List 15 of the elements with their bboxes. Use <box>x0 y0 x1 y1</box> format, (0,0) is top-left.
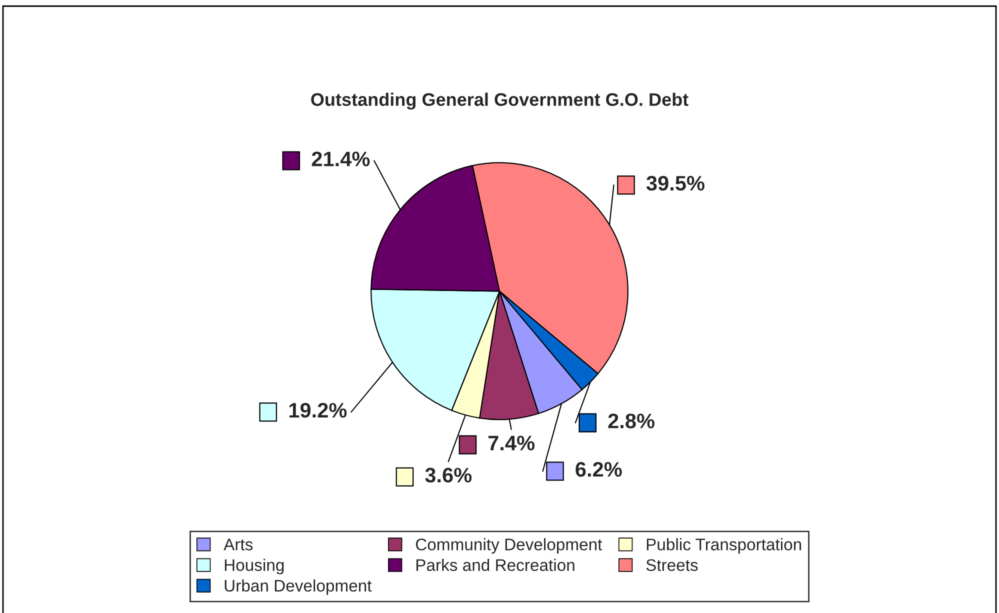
data-label: 6.2% <box>576 462 622 477</box>
legend-label: Parks and Recreation <box>416 558 574 572</box>
data-label: 2.8% <box>608 414 654 428</box>
legend-label: Public Transportation <box>646 538 802 554</box>
legend-label: Streets <box>646 559 698 572</box>
legend-label: Housing <box>224 558 284 574</box>
chart-title: Outstanding General Government G.O. Debt <box>311 92 688 110</box>
legend-label: Arts <box>224 538 253 550</box>
data-label: 3.6% <box>425 468 472 483</box>
data-label: 21.4% <box>312 152 370 166</box>
data-label: 19.2% <box>289 402 347 418</box>
data-label: 7.4% <box>488 436 535 450</box>
data-label: 39.5% <box>646 176 704 191</box>
legend-label: Community Development <box>416 538 602 554</box>
legend-label: Urban Development <box>224 579 372 595</box>
